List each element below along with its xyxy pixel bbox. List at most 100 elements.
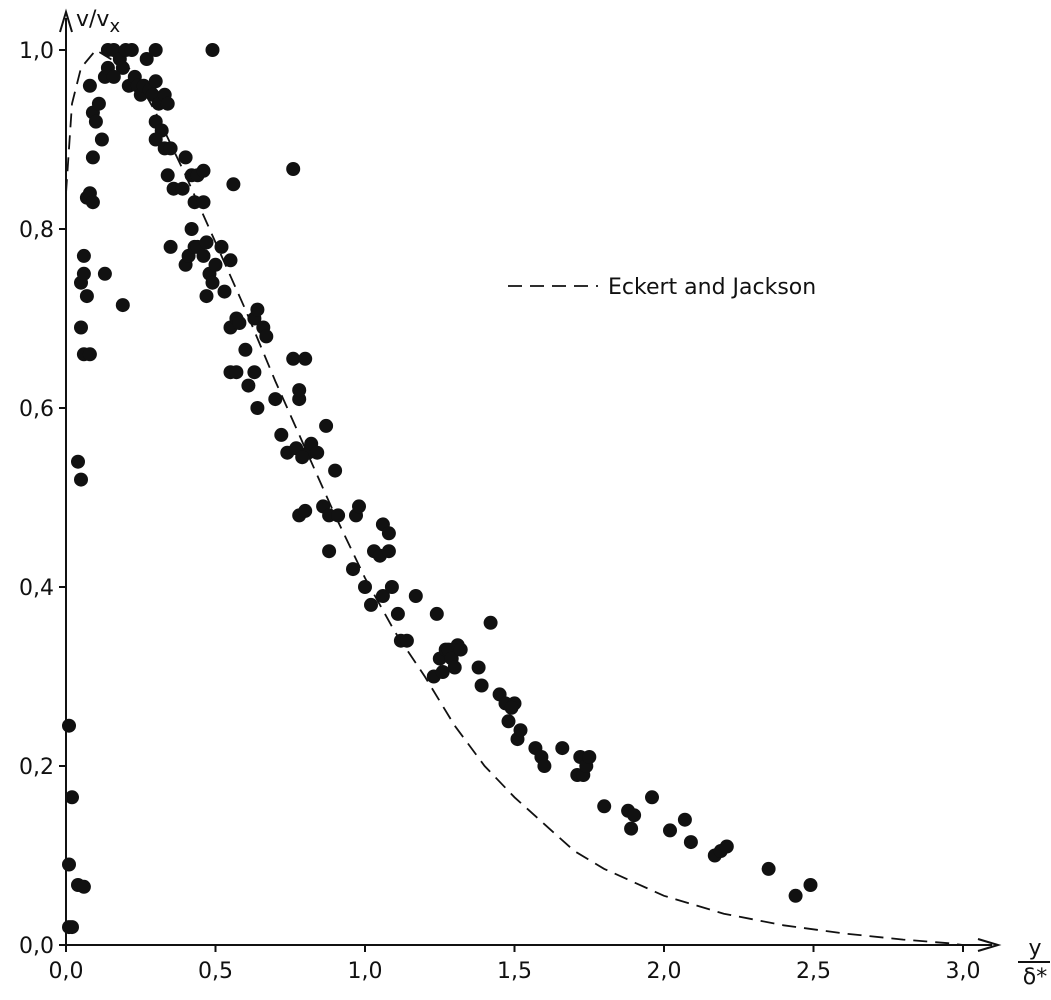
data-point (483, 615, 498, 630)
data-point (358, 580, 372, 594)
data-point (199, 235, 214, 250)
x-tick-label: 2,0 (647, 959, 682, 984)
data-point (298, 351, 313, 366)
data-point (124, 43, 139, 57)
data-point (331, 508, 346, 523)
data-point (471, 660, 486, 675)
data-point (474, 678, 489, 693)
data-point (62, 857, 76, 872)
data-point (196, 163, 211, 178)
data-point (223, 253, 238, 268)
data-point (196, 195, 211, 210)
data-point (106, 69, 121, 84)
data-point (85, 150, 100, 165)
data-point (163, 239, 178, 254)
data-point (94, 132, 109, 147)
data-point (295, 450, 310, 465)
data-point (274, 427, 289, 442)
data-point (76, 266, 91, 281)
data-point (79, 289, 94, 304)
data-point (184, 222, 199, 236)
data-point (97, 266, 112, 281)
legend: Eckert and Jackson (508, 275, 816, 300)
data-point (719, 839, 734, 854)
x-tick-label: 1,5 (497, 959, 532, 984)
data-point (501, 714, 516, 729)
data-point (205, 43, 220, 57)
data-point (232, 316, 247, 330)
data-point (163, 141, 178, 156)
data-point (286, 162, 301, 176)
data-point (408, 589, 423, 603)
data-point (115, 298, 130, 313)
data-point (322, 544, 337, 559)
data-point (645, 790, 659, 805)
data-point (292, 383, 307, 398)
data-point (91, 96, 106, 111)
x-ticks: 0,0 0,5 1,0 1,5 2,0 2,5 3,0 (49, 945, 981, 984)
data-point (384, 580, 399, 594)
y-tick-label: 0,2 (19, 755, 54, 780)
data-point (148, 74, 163, 89)
data-points (62, 43, 818, 935)
x-axis-label-numerator: y (1028, 936, 1041, 961)
y-axis-label: v/vx (76, 7, 120, 37)
data-point (76, 248, 91, 263)
data-point (504, 700, 519, 715)
data-point (208, 257, 223, 272)
data-point (399, 633, 414, 648)
data-point (82, 347, 97, 362)
data-point (229, 365, 244, 380)
eckert-jackson-curve (65, 48, 964, 946)
data-point (238, 342, 253, 357)
data-point (226, 177, 241, 192)
data-point (65, 920, 79, 935)
data-point (381, 544, 396, 559)
x-tick-label: 0,5 (198, 959, 233, 984)
data-point (435, 665, 450, 679)
x-tick-label: 3,0 (946, 959, 981, 984)
data-point (217, 284, 232, 299)
y-axis-arrow (59, 8, 73, 33)
data-point (148, 43, 163, 57)
data-point (364, 597, 378, 612)
data-point (663, 823, 677, 838)
data-point (74, 472, 88, 487)
data-point (65, 790, 79, 805)
data-point (250, 302, 265, 317)
data-point (88, 114, 103, 129)
x-axis-arrow (977, 938, 1002, 952)
data-point (683, 835, 698, 850)
x-tick-label: 1,0 (348, 959, 383, 984)
data-point (328, 463, 343, 478)
x-axis-label-denominator: δ* (1023, 965, 1047, 990)
data-point (582, 750, 597, 764)
y-tick-label: 0,4 (19, 576, 54, 601)
data-point (381, 526, 396, 541)
data-point (677, 812, 692, 827)
y-axis-label-subscript: x (109, 16, 120, 37)
data-point (241, 378, 256, 393)
data-point (761, 861, 776, 876)
data-point (139, 52, 154, 66)
y-tick-label: 0,8 (19, 218, 54, 243)
x-tick-label: 0,0 (49, 959, 84, 984)
data-point (71, 454, 85, 469)
data-point (537, 759, 552, 773)
data-point (429, 606, 444, 621)
data-point (85, 195, 100, 210)
x-tick-label: 2,5 (796, 959, 831, 984)
data-point (346, 562, 360, 577)
data-point (178, 150, 193, 165)
data-point (352, 499, 366, 514)
data-point (310, 445, 325, 460)
data-point (148, 132, 163, 147)
data-point (375, 589, 390, 603)
data-point (788, 888, 803, 903)
data-point (160, 168, 175, 183)
data-point (513, 723, 528, 738)
data-point (76, 879, 91, 894)
data-point (597, 799, 612, 814)
data-point (199, 289, 214, 304)
legend-label: Eckert and Jackson (608, 275, 816, 300)
